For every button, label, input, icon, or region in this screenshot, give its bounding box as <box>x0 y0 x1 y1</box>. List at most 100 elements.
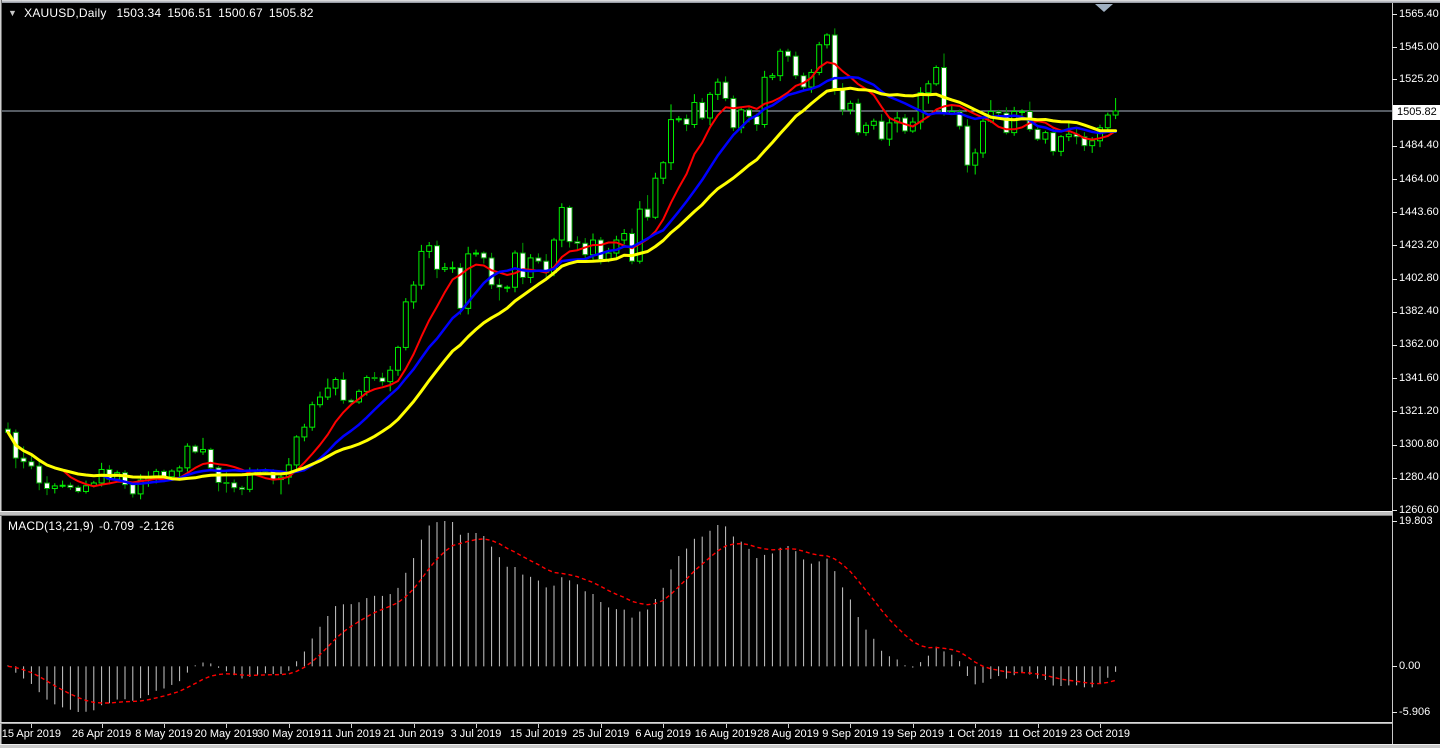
candle-body <box>972 152 979 166</box>
price-tick-label: 1260.60 <box>1399 503 1439 516</box>
candle-body <box>839 88 846 111</box>
candle-body <box>558 206 565 241</box>
date-tick-mark <box>912 724 914 728</box>
candle-body <box>1050 132 1057 152</box>
candle-body <box>402 301 409 348</box>
candle-body <box>1112 110 1119 116</box>
macd-tick-label: 19.803 <box>1399 514 1433 527</box>
date-tick-mark <box>1100 724 1101 728</box>
candle-body <box>387 369 394 383</box>
price-tick-mark <box>1392 14 1397 15</box>
price-tick-mark <box>1392 344 1397 346</box>
candle-body <box>535 257 542 262</box>
date-tick-mark <box>351 724 353 728</box>
candle-body <box>293 436 300 466</box>
date-tick-mark <box>850 724 852 728</box>
candle-body <box>746 109 752 117</box>
date-label: 30 May 2019 <box>256 728 321 740</box>
date-label: 3 Jul 2019 <box>450 728 502 740</box>
candle-body <box>722 81 729 99</box>
candle-body <box>1104 114 1111 129</box>
candle-body <box>785 50 791 57</box>
candle-body <box>855 102 862 134</box>
candle-body <box>1065 133 1072 138</box>
date-label: 28 Aug 2019 <box>757 728 819 740</box>
price-tick-label: 1443.60 <box>1399 205 1439 218</box>
price-tick-label: 1545.00 <box>1399 40 1439 53</box>
price-tick-mark <box>1392 477 1397 479</box>
candle-body <box>59 484 66 487</box>
candle-body <box>878 120 885 140</box>
price-tick-label: 1280.40 <box>1399 471 1439 484</box>
date-label: 26 Apr 2019 <box>71 728 132 740</box>
candle-body <box>707 93 713 119</box>
sma-slow-line <box>6 86 1118 481</box>
date-tick-mark <box>600 724 602 728</box>
price-tick-label: 1525.20 <box>1399 72 1439 85</box>
candle-body <box>410 284 417 303</box>
price-tick-label: 1362.00 <box>1399 338 1439 351</box>
price-tick-mark <box>1392 179 1397 180</box>
date-tick-mark <box>788 724 789 728</box>
candle-body <box>426 245 433 252</box>
window-border-bottom <box>0 744 1440 748</box>
candle-body <box>441 267 448 270</box>
panel-divider[interactable] <box>0 511 1393 516</box>
date-tick-mark <box>413 724 415 728</box>
candle-body <box>418 250 425 286</box>
date-tick-mark <box>101 724 103 728</box>
candle-body <box>777 50 784 77</box>
candle-body <box>668 119 674 164</box>
candle-body <box>239 487 245 490</box>
price-tick-label: 1423.20 <box>1399 238 1439 251</box>
candle-body <box>168 470 175 478</box>
ohlc-info-bar: ▼ XAUUSD,Daily 1503.34 1506.51 1500.67 1505.8… <box>8 6 320 20</box>
candle-body <box>636 208 643 262</box>
candle-body <box>660 162 667 179</box>
candle-body <box>1081 136 1088 147</box>
date-label: 19 Sep 2019 <box>881 728 944 740</box>
chart-shift-marker[interactable] <box>1095 4 1113 12</box>
date-tick-mark <box>1037 724 1039 728</box>
macd-name: MACD(13,21,9) <box>8 519 94 533</box>
price-tick-label: 1341.60 <box>1399 371 1439 384</box>
macd-tick-mark <box>1392 666 1397 668</box>
candle-body <box>644 208 651 218</box>
candle-body <box>51 485 58 490</box>
candle-body <box>67 484 74 488</box>
candle-body <box>480 252 487 259</box>
candle-body <box>332 378 339 389</box>
candle-body <box>1042 132 1049 140</box>
date-label: 21 Jun 2019 <box>383 728 444 740</box>
price-tick-mark <box>1392 79 1397 81</box>
candle-body <box>597 239 604 261</box>
candle-body <box>933 67 940 85</box>
price-tick-mark <box>1392 212 1397 214</box>
date-tick-mark <box>164 724 165 728</box>
sma-mid-line <box>6 75 1117 486</box>
price-tick-label: 1402.80 <box>1399 272 1439 285</box>
candle-body <box>317 396 323 406</box>
date-tick-mark <box>538 724 540 728</box>
candle-body <box>324 387 331 398</box>
candle-body <box>496 284 503 288</box>
price-tick-mark <box>1392 47 1397 49</box>
ohlc-close: 1505.82 <box>268 6 314 20</box>
chart-title: XAUUSD,Daily <box>24 6 107 20</box>
macd-tick-label: -5.906 <box>1399 705 1431 718</box>
candle-body <box>465 253 472 309</box>
candle-body <box>137 479 144 495</box>
candle-body <box>231 482 238 489</box>
candle-body <box>449 267 456 270</box>
date-tick-mark <box>476 724 477 728</box>
date-label: 9 Sep 2019 <box>822 728 879 740</box>
date-label: 11 Jun 2019 <box>321 728 382 740</box>
candle-body <box>675 118 682 121</box>
date-tick-mark <box>31 724 33 728</box>
candle-body <box>1003 112 1010 134</box>
price-axis-line <box>1392 3 1393 744</box>
candle-body <box>129 484 136 495</box>
symbol-dropdown-icon: ▼ <box>8 8 18 18</box>
candle-body <box>683 118 690 125</box>
